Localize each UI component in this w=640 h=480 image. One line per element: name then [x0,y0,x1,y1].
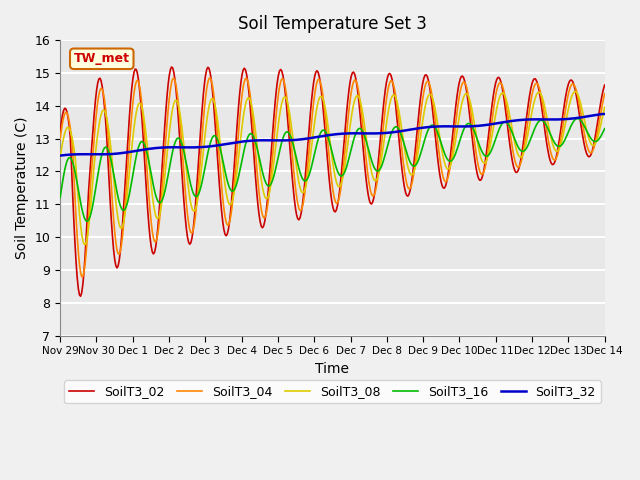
SoilT3_32 [361,131,369,136]
SoilT3_04 [389,81,397,86]
SoilT3_08 [81,241,89,247]
SoilT3_16 [458,133,465,139]
Title: Soil Temperature Set 3: Soil Temperature Set 3 [238,15,427,33]
SoilT3_04 [601,91,609,96]
SoilT3_02 [459,73,467,79]
SoilT3_02 [168,64,175,70]
Line: SoilT3_32: SoilT3_32 [60,114,605,156]
SoilT3_16 [56,195,64,201]
SoilT3_16 [362,137,370,143]
SoilT3_02 [601,82,609,88]
SoilT3_04 [459,80,467,86]
SoilT3_04 [56,136,64,142]
SoilT3_02 [553,151,561,157]
Y-axis label: Soil Temperature (C): Soil Temperature (C) [15,117,29,259]
SoilT3_32 [56,153,64,158]
SoilT3_02 [56,128,64,134]
SoilT3_08 [287,120,295,125]
SoilT3_16 [84,218,92,224]
SoilT3_02 [364,184,371,190]
SoilT3_32 [601,111,609,117]
SoilT3_16 [287,134,295,140]
SoilT3_08 [572,89,579,95]
SoilT3_16 [573,116,581,121]
SoilT3_02 [389,83,397,88]
SoilT3_02 [228,196,236,202]
SoilT3_04 [364,165,371,171]
SoilT3_02 [77,293,84,299]
SoilT3_02 [288,172,296,178]
X-axis label: Time: Time [316,361,349,376]
Line: SoilT3_16: SoilT3_16 [60,119,605,221]
Text: TW_met: TW_met [74,52,130,65]
SoilT3_32 [456,123,464,129]
SoilT3_04 [228,206,236,212]
Line: SoilT3_04: SoilT3_04 [60,78,605,276]
Legend: SoilT3_02, SoilT3_04, SoilT3_08, SoilT3_16, SoilT3_32: SoilT3_02, SoilT3_04, SoilT3_08, SoilT3_… [64,380,601,403]
SoilT3_16 [601,126,609,132]
SoilT3_04 [288,149,296,155]
SoilT3_16 [388,129,396,134]
SoilT3_08 [458,103,465,108]
SoilT3_08 [388,94,396,99]
SoilT3_32 [551,117,559,122]
SoilT3_04 [206,75,214,81]
SoilT3_08 [362,132,370,138]
SoilT3_16 [552,142,559,147]
Line: SoilT3_02: SoilT3_02 [60,67,605,296]
SoilT3_32 [600,111,607,117]
SoilT3_32 [286,137,294,143]
SoilT3_08 [552,148,559,154]
Line: SoilT3_08: SoilT3_08 [60,92,605,244]
SoilT3_08 [601,104,609,110]
SoilT3_04 [78,274,86,279]
SoilT3_32 [226,141,234,146]
SoilT3_32 [387,130,395,135]
SoilT3_08 [56,154,64,159]
SoilT3_04 [553,154,561,160]
SoilT3_16 [227,187,234,193]
SoilT3_08 [227,202,234,207]
